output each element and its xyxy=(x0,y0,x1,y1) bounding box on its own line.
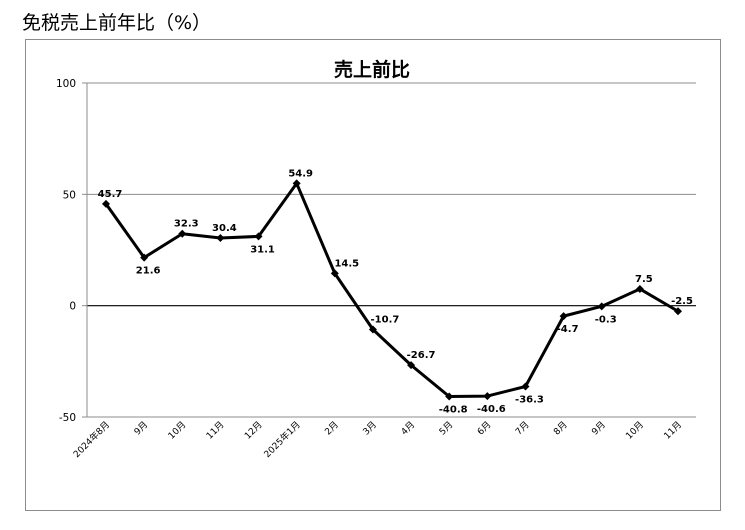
page-title: 免税売上前年比（%） xyxy=(22,12,212,34)
data-label: 7.5 xyxy=(635,274,653,285)
data-label: 31.1 xyxy=(250,244,275,255)
label-layer: 45.7 21.6 32.3 30.4 31.1 54.9 14.5 -10.7 -26.7 -4… xyxy=(98,168,693,415)
data-label: -40.6 xyxy=(477,404,506,415)
data-label: 14.5 xyxy=(334,258,359,269)
data-label: 45.7 xyxy=(98,189,123,200)
x-tick-label: 2024年8月 xyxy=(71,419,112,460)
data-point xyxy=(254,232,263,241)
data-label: -0.3 xyxy=(595,314,617,325)
data-label: 32.3 xyxy=(174,219,199,230)
data-point xyxy=(597,302,606,311)
x-tick-label: 10月 xyxy=(624,419,646,441)
data-label: 30.4 xyxy=(212,223,237,234)
data-label: 21.6 xyxy=(136,266,161,277)
chart-title: 売上前比 xyxy=(334,58,410,81)
data-label: -4.7 xyxy=(557,324,579,335)
x-tick-label: 2025年1月 xyxy=(261,419,302,460)
series-layer xyxy=(102,179,682,401)
data-label: -36.3 xyxy=(515,394,544,405)
x-tick-label: 6月 xyxy=(475,419,493,437)
data-point xyxy=(330,269,339,278)
x-tick-label: 9月 xyxy=(132,419,150,437)
data-point xyxy=(674,307,682,316)
data-point xyxy=(445,392,454,401)
data-label: -10.7 xyxy=(371,314,400,325)
data-point xyxy=(521,382,530,391)
data-point xyxy=(178,229,187,238)
data-label: -2.5 xyxy=(671,296,693,307)
grid-layer xyxy=(87,82,696,418)
data-point xyxy=(292,179,301,188)
data-point xyxy=(140,253,149,262)
x-tick-label: 5月 xyxy=(437,419,455,437)
x-tick-label: 7月 xyxy=(513,419,531,437)
x-tick-label: 11月 xyxy=(662,419,684,441)
data-point xyxy=(407,361,416,370)
data-label: 54.9 xyxy=(288,168,313,179)
data-point xyxy=(368,325,377,334)
y-tick-label: 0 xyxy=(69,301,76,313)
data-point xyxy=(102,199,110,208)
data-point xyxy=(483,392,492,401)
x-tick-label: 12月 xyxy=(242,419,264,441)
x-tick-label: 8月 xyxy=(552,419,570,437)
x-tick-label: 10月 xyxy=(166,419,188,441)
y-tick-label: 50 xyxy=(63,189,76,201)
chart-frame xyxy=(25,39,721,511)
data-label: -40.8 xyxy=(439,405,468,416)
data-label: -26.7 xyxy=(407,350,436,361)
x-tick-label: 4月 xyxy=(399,419,417,437)
x-tick-label: 9月 xyxy=(590,419,608,437)
data-point xyxy=(635,284,644,293)
series-line xyxy=(104,181,679,399)
x-tick-label: 2月 xyxy=(323,419,341,437)
data-point xyxy=(559,312,568,321)
data-point xyxy=(216,233,225,242)
y-tick-label: 100 xyxy=(56,78,76,90)
x-tick-label: 3月 xyxy=(361,419,379,437)
x-tick-label: 11月 xyxy=(204,419,226,441)
y-tick-label: -50 xyxy=(59,412,76,424)
